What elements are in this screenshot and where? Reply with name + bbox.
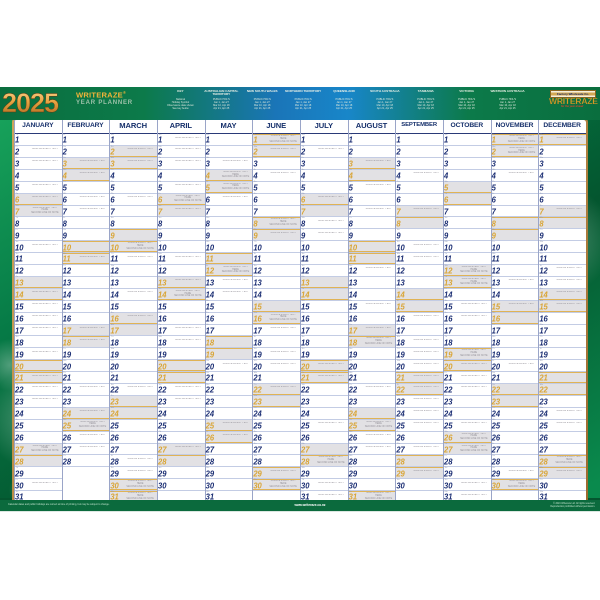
svg-text:2025: 2025 — [2, 88, 59, 118]
